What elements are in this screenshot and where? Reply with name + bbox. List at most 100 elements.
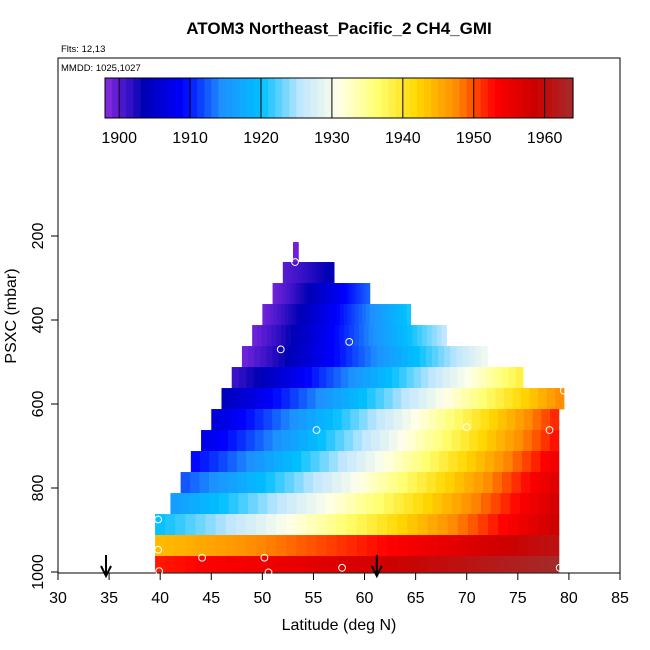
- heatmap-cell: [388, 430, 399, 452]
- colorbar-segment: [339, 78, 347, 118]
- colorbar-segment: [175, 78, 184, 118]
- heatmap-cell: [326, 514, 338, 536]
- plot-frame: [57, 57, 621, 574]
- heatmap-cell: [373, 304, 378, 326]
- heatmap-cell: [327, 262, 330, 284]
- heatmap-cell: [310, 325, 316, 347]
- heatmap-cell: [155, 535, 166, 557]
- heatmap-cell: [185, 535, 197, 557]
- flight-point: [555, 563, 564, 572]
- heatmap-cell: [520, 472, 531, 494]
- heatmap-cell: [290, 346, 298, 368]
- heatmap-cell: [263, 409, 273, 431]
- y-axis-label: PSXC (mbar): [3, 268, 20, 363]
- heatmap-cell: [356, 535, 368, 557]
- colorbar-segment: [374, 78, 383, 118]
- heatmap-cell: [255, 535, 267, 557]
- heatmap-cell: [402, 325, 409, 347]
- heatmap-cell: [321, 346, 329, 368]
- heatmap-cell: [515, 409, 525, 431]
- heatmap-cell: [247, 388, 257, 410]
- colorbar-segment: [239, 78, 248, 118]
- heatmap-cell: [326, 262, 329, 284]
- heatmap-cell: [328, 451, 339, 473]
- heatmap-cell: [272, 409, 282, 431]
- heatmap-cell: [364, 493, 375, 515]
- heatmap-cell: [333, 346, 341, 368]
- colorbar-segment: [558, 78, 567, 118]
- heatmap-cell: [466, 451, 477, 473]
- heatmap-cell: [255, 388, 265, 410]
- colorbar-tick-label: 1950: [456, 130, 492, 147]
- colorbar-segment: [565, 78, 574, 118]
- colorbar-segment: [246, 78, 255, 118]
- heatmap-cell: [340, 304, 345, 326]
- heatmap-cell: [447, 556, 459, 573]
- heatmap-cell: [317, 262, 320, 284]
- colorbar-segment: [225, 78, 234, 118]
- heatmap-cell: [501, 472, 513, 494]
- heatmap-cell: [218, 451, 229, 473]
- heatmap-cell: [488, 535, 499, 557]
- heatmap-cell: [256, 325, 263, 347]
- heatmap-cell: [235, 535, 247, 557]
- heatmap-cell: [407, 514, 419, 536]
- heatmap-cell: [435, 472, 446, 494]
- heatmap-cell: [427, 514, 439, 536]
- heatmap-cell: [407, 325, 413, 347]
- heatmap-cell: [208, 472, 220, 494]
- heatmap-cell: [323, 283, 327, 305]
- heatmap-cell: [301, 451, 311, 473]
- heatmap-cell: [185, 556, 197, 573]
- heatmap-cell: [392, 388, 402, 410]
- heatmap-cell: [230, 388, 240, 410]
- heatmap-cell: [295, 325, 302, 347]
- heatmap-cell: [426, 472, 437, 494]
- heatmap-cell: [325, 283, 329, 305]
- heatmap-cell: [351, 304, 356, 326]
- heatmap-cell: [308, 430, 318, 452]
- colorbar-segment: [495, 78, 503, 118]
- heatmap-cell: [315, 346, 323, 368]
- heatmap-cell: [280, 304, 286, 326]
- heatmap-cell: [447, 535, 459, 557]
- flight-point: [462, 423, 471, 432]
- flight-point: [198, 553, 206, 562]
- heatmap-cell: [245, 430, 256, 452]
- colorbar-tick-label: 1920: [243, 130, 279, 147]
- heatmap-cell: [532, 409, 542, 431]
- heatmap-cell: [375, 388, 385, 410]
- heatmap-cell: [397, 535, 408, 557]
- heatmap-cell: [316, 262, 318, 284]
- heatmap-cell: [441, 325, 447, 347]
- heatmap-cell: [189, 493, 201, 515]
- heatmap-cell: [358, 346, 366, 368]
- colorbar-segment: [346, 78, 354, 118]
- heatmap-cell: [235, 514, 247, 536]
- heatmap-cell: [518, 556, 530, 573]
- heatmap-cell: [483, 472, 494, 494]
- heatmap-cell: [377, 367, 386, 389]
- heatmap-cell: [165, 556, 176, 573]
- colorbar-tick-label: 1960: [527, 130, 563, 147]
- heatmap-cell: [315, 325, 321, 347]
- heatmap-cell: [422, 493, 434, 515]
- heatmap-cell: [255, 556, 267, 573]
- flight-point: [312, 426, 321, 434]
- heatmap-cell: [501, 367, 509, 389]
- heatmap-cell: [325, 304, 330, 326]
- heatmap-cell: [312, 262, 315, 284]
- heatmap-cell: [346, 514, 358, 536]
- heatmap-cell: [303, 346, 310, 368]
- heatmap-cell: [411, 409, 421, 431]
- heatmap-cell: [366, 556, 378, 573]
- heatmap-cell: [266, 556, 277, 573]
- heatmap-cell: [248, 346, 255, 368]
- colorbar-segment: [424, 78, 432, 118]
- heatmap-cell: [340, 367, 349, 389]
- heatmap-cell: [175, 514, 186, 536]
- heatmap-cell: [530, 472, 541, 494]
- heatmap-cell: [442, 367, 451, 389]
- heatmap-cell: [431, 325, 438, 347]
- heatmap-cell: [331, 262, 334, 284]
